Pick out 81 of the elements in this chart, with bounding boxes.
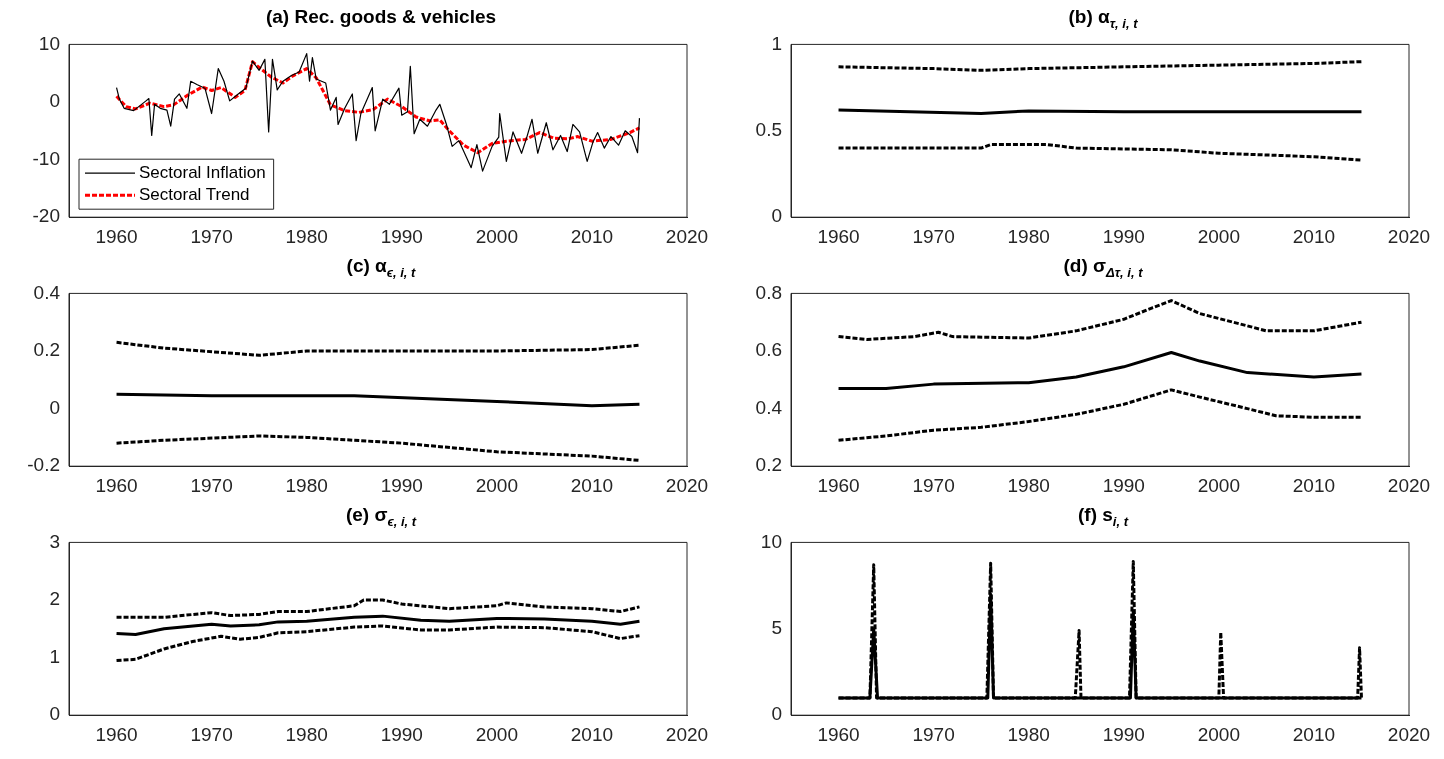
y-tick-label: 0 <box>49 703 60 725</box>
x-tick-label: 2020 <box>1387 723 1431 745</box>
x-tick-label: 2020 <box>1387 225 1431 247</box>
x-tick-label: 1960 <box>817 723 860 745</box>
y-tick-label: 0 <box>771 205 782 227</box>
x-tick-label: 1960 <box>95 474 138 496</box>
x-tick-label: 1990 <box>380 474 423 496</box>
x-tick-label: 1980 <box>1007 225 1050 247</box>
chart-title: (c) α$_{ϵ, i, t}$ <box>345 254 417 280</box>
y-tick-label: 5 <box>771 617 782 639</box>
x-tick-label: 1970 <box>190 723 233 745</box>
line-series <box>115 340 641 357</box>
y-tick-label: -10 <box>32 147 60 169</box>
y-tick-label: 1 <box>771 32 782 54</box>
y-tick-label: 0 <box>49 396 60 418</box>
x-tick-label: 2000 <box>475 474 518 496</box>
x-tick-label: 1970 <box>912 723 955 745</box>
y-tick-label: 0.4 <box>33 281 61 303</box>
y-tick-label: 10 <box>760 530 782 552</box>
y-tick-label: 1 <box>49 645 60 667</box>
x-tick-label: 1990 <box>1102 225 1145 247</box>
x-tick-label: 2020 <box>665 474 709 496</box>
x-tick-label: 1960 <box>95 225 138 247</box>
line-series <box>837 60 1363 72</box>
line-series <box>115 60 641 155</box>
x-tick-label: 1970 <box>190 474 233 496</box>
y-tick-label: 10 <box>38 32 60 54</box>
x-tick-label: 1970 <box>912 225 955 247</box>
line-series <box>837 299 1363 341</box>
y-tick-label: 0.2 <box>755 454 782 476</box>
y-tick-label: 0 <box>771 703 782 725</box>
x-tick-label: 1980 <box>285 225 328 247</box>
x-tick-label: 2000 <box>475 225 518 247</box>
y-tick-label: -0.2 <box>27 454 60 476</box>
x-tick-label: 1960 <box>95 723 138 745</box>
x-tick-label: 1970 <box>912 474 955 496</box>
line-series <box>115 434 641 462</box>
x-tick-label: 2010 <box>570 225 614 247</box>
chart-title: (f) s$_{i, t}$ <box>1077 503 1130 529</box>
x-tick-label: 2020 <box>1387 474 1431 496</box>
x-tick-label: 2000 <box>1197 723 1240 745</box>
x-tick-label: 2020 <box>665 225 709 247</box>
chart-title: (d) σ$_{Δτ, i, t}$ <box>1062 254 1144 280</box>
chart-title: (a) Rec. goods & vehicles <box>264 5 498 29</box>
chart-title: (b) α$_{τ, i, t}$ <box>1067 5 1139 31</box>
x-tick-label: 1990 <box>380 723 423 745</box>
y-tick-label: 0.5 <box>755 119 782 141</box>
x-tick-label: 2020 <box>665 723 709 745</box>
line-series <box>837 388 1363 442</box>
y-tick-label: 0.4 <box>755 396 783 418</box>
x-tick-label: 1980 <box>285 474 328 496</box>
x-tick-label: 2000 <box>1197 474 1240 496</box>
x-tick-label: 2000 <box>1197 225 1240 247</box>
x-tick-label: 1970 <box>190 225 233 247</box>
x-tick-label: 2000 <box>475 723 518 745</box>
y-tick-label: 0.6 <box>755 339 782 361</box>
y-tick-label: 0.2 <box>33 339 60 361</box>
x-tick-label: 1990 <box>380 225 423 247</box>
legend-label: Sectoral Inflation <box>139 162 266 182</box>
line-series <box>115 624 641 662</box>
x-tick-label: 1990 <box>1102 474 1145 496</box>
x-tick-label: 2010 <box>570 723 614 745</box>
line-series <box>115 598 641 619</box>
x-tick-label: 2010 <box>1292 474 1336 496</box>
x-tick-label: 1960 <box>817 474 860 496</box>
x-tick-label: 2010 <box>570 474 614 496</box>
x-tick-label: 1980 <box>1007 474 1050 496</box>
x-tick-label: 1980 <box>1007 723 1050 745</box>
y-tick-label: 0.8 <box>755 281 782 303</box>
legend-label: Sectoral Trend <box>139 184 250 204</box>
y-tick-label: 3 <box>49 530 60 552</box>
y-tick-label: 2 <box>49 588 60 610</box>
x-tick-label: 2010 <box>1292 225 1336 247</box>
x-tick-label: 1990 <box>1102 723 1145 745</box>
y-tick-label: 0 <box>49 90 60 112</box>
x-tick-label: 1960 <box>817 225 860 247</box>
line-series <box>837 143 1363 162</box>
y-tick-label: -20 <box>32 205 60 227</box>
x-tick-label: 2010 <box>1292 723 1336 745</box>
x-tick-label: 1980 <box>285 723 328 745</box>
chart-title: (e) σ$_{ϵ, i, t}$ <box>344 503 418 529</box>
